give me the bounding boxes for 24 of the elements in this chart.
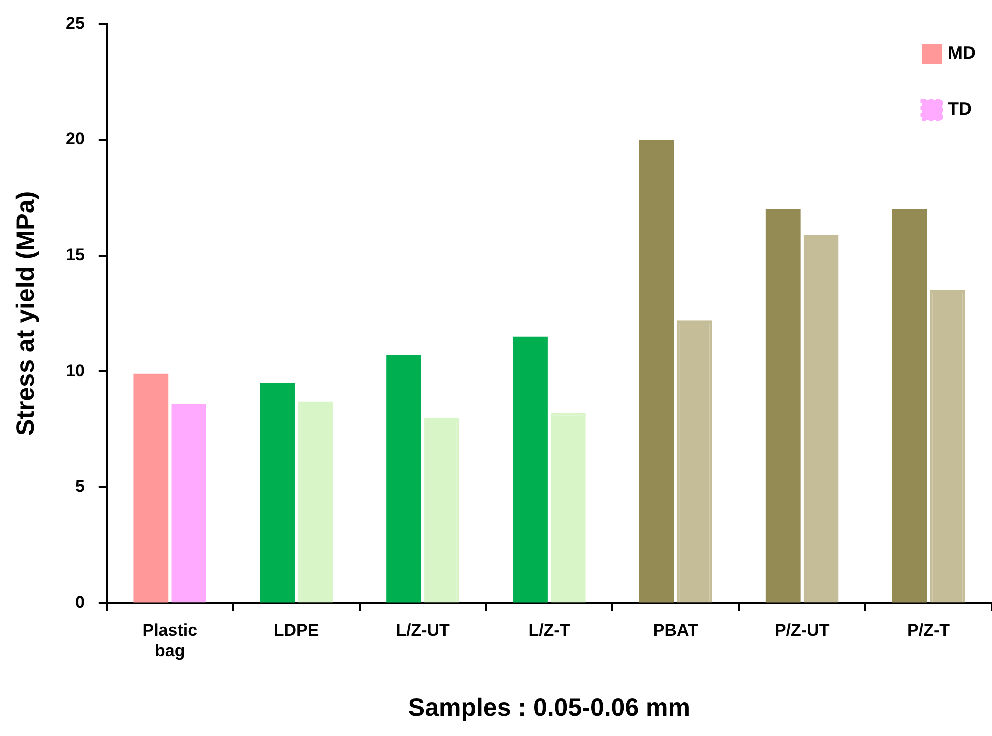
y-tick-label: 0 xyxy=(75,592,85,612)
bar xyxy=(639,140,674,603)
y-axis-title: Stress at yield (MPa) xyxy=(12,191,40,436)
bar xyxy=(386,355,422,603)
bar xyxy=(513,336,548,603)
x-tick-label: L/Z-T xyxy=(528,621,571,640)
y-tick-label: 25 xyxy=(66,14,85,33)
bar xyxy=(260,383,296,603)
legend-label: TD xyxy=(948,99,972,120)
x-axis-title: Samples : 0.05-0.06 mm xyxy=(408,694,690,722)
x-tick-label: P/Z-UT xyxy=(774,621,830,640)
bar xyxy=(766,209,801,603)
bar xyxy=(134,374,169,603)
x-tick-label: P/Z-T xyxy=(908,621,951,640)
x-tick-label: PBAT xyxy=(653,621,700,640)
y-tick-label: 5 xyxy=(75,477,85,496)
bar xyxy=(892,209,928,603)
x-tick-label: L/Z-UT xyxy=(396,621,451,640)
x-tick-label: Plastic bag xyxy=(142,621,198,660)
y-tick-label: 15 xyxy=(66,245,85,264)
x-tick-label: LDPE xyxy=(274,621,320,640)
y-tick-label: 20 xyxy=(66,130,85,149)
y-tick-label: 10 xyxy=(66,361,85,380)
legend-label: MD xyxy=(948,43,976,64)
